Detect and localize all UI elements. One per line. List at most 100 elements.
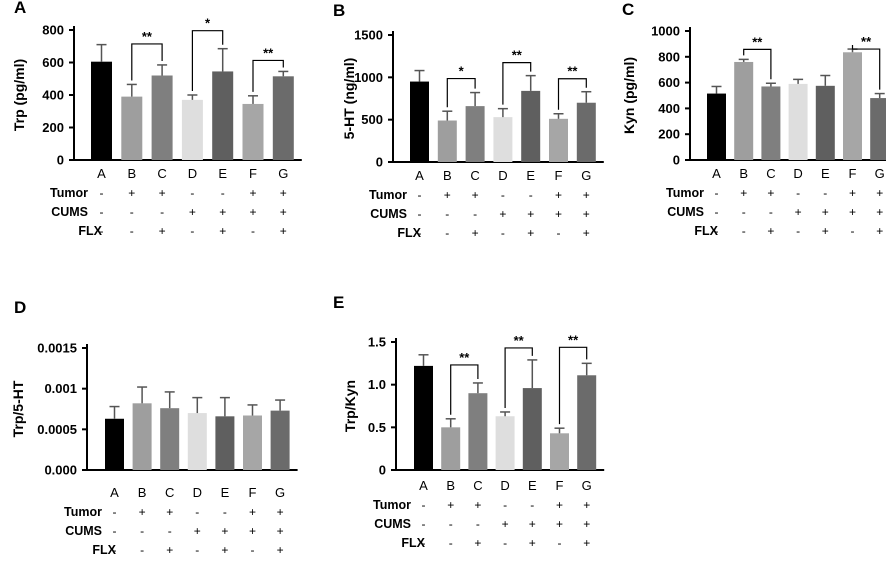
condition-sign: - (422, 498, 426, 512)
panel-d: D 0.000 0.0005 0.001 0.0015 Trp/5-HT A B C D E F G Tu… (10, 298, 298, 557)
significance-marker: ** (263, 45, 274, 60)
y-tick-label: 600 (42, 55, 64, 70)
condition-sign: - (418, 226, 422, 240)
category-label: A (712, 166, 721, 181)
condition-sign: + (474, 498, 481, 512)
significance-bracket (446, 77, 476, 108)
significance-bracket (252, 59, 284, 92)
condition-sign: + (795, 205, 802, 219)
condition-sign: + (221, 524, 228, 538)
condition-sign: - (221, 186, 225, 200)
condition-label-cums: CUMS (370, 207, 407, 221)
condition-sign: + (128, 186, 135, 200)
significance-bracket (504, 347, 533, 408)
bar-a (414, 365, 433, 470)
condition-sign: - (113, 524, 117, 538)
category-label: E (218, 166, 227, 181)
y-tick-label: 0 (57, 153, 64, 168)
condition-sign: + (529, 517, 536, 531)
condition-sign: - (445, 207, 449, 221)
category-label: E (528, 478, 537, 493)
bar-g (576, 102, 596, 162)
y-tick-label: 400 (42, 88, 64, 103)
category-label: F (249, 166, 257, 181)
significance-marker: * (205, 16, 211, 31)
condition-sign: + (849, 205, 856, 219)
y-tick-label: 200 (42, 120, 64, 135)
condition-label-flx: FLX (694, 224, 718, 238)
condition-sign: + (583, 188, 590, 202)
condition-sign: - (796, 224, 800, 238)
category-label: A (110, 485, 119, 500)
condition-sign: + (447, 498, 454, 512)
condition-sign: + (822, 205, 829, 219)
significance-marker: ** (459, 350, 470, 365)
condition-sign: - (823, 186, 827, 200)
condition-label-flx: FLX (78, 224, 102, 238)
bar-g (870, 98, 886, 160)
y-tick-label: 500 (361, 112, 383, 127)
condition-sign: + (159, 186, 166, 200)
category-label: F (556, 478, 564, 493)
significance-marker: ** (861, 34, 872, 49)
condition-sign: - (418, 188, 422, 202)
bar-e (215, 416, 235, 470)
y-tick-label: 400 (658, 101, 680, 116)
category-label: A (415, 168, 424, 183)
condition-sign: + (583, 207, 590, 221)
condition-sign: - (100, 205, 104, 219)
significance-marker: * (459, 64, 465, 79)
condition-sign: - (449, 536, 453, 550)
significance-bracket (191, 30, 224, 91)
condition-label-cums: CUMS (667, 205, 704, 219)
condition-sign: - (473, 207, 477, 221)
condition-sign: + (529, 536, 536, 550)
condition-sign: - (476, 517, 480, 531)
bar-c (151, 75, 173, 160)
condition-sign: + (499, 207, 506, 221)
condition-sign: - (529, 188, 533, 202)
category-label: E (821, 166, 830, 181)
condition-sign: - (100, 224, 104, 238)
category-label: G (875, 166, 885, 181)
category-label: D (500, 478, 509, 493)
condition-sign: - (195, 543, 199, 557)
bar-b (132, 403, 152, 470)
condition-sign: + (166, 505, 173, 519)
condition-sign: - (796, 186, 800, 200)
y-tick-label: 800 (658, 49, 680, 64)
condition-sign: - (715, 186, 719, 200)
condition-sign: - (251, 224, 255, 238)
y-tick-label: 1000 (354, 70, 383, 85)
condition-sign: - (742, 205, 746, 219)
condition-label-tumor: Tumor (64, 505, 102, 519)
condition-sign: - (140, 524, 144, 538)
category-label: E (221, 485, 230, 500)
category-label: C (157, 166, 166, 181)
condition-sign: + (249, 186, 256, 200)
bar-g (272, 76, 294, 160)
condition-sign: - (160, 205, 164, 219)
y-tick-label: 1.5 (368, 335, 386, 350)
y-tick-label: 0.0015 (37, 341, 77, 356)
condition-label-cums: CUMS (374, 517, 411, 531)
condition-sign: - (503, 498, 507, 512)
panel-letter: B (333, 1, 345, 20)
condition-sign: + (219, 224, 226, 238)
condition-sign: + (527, 207, 534, 221)
condition-sign: + (474, 536, 481, 550)
y-tick-label: 0 (376, 155, 383, 170)
significance-bracket (558, 346, 588, 425)
condition-sign: - (851, 224, 855, 238)
condition-sign: + (555, 188, 562, 202)
condition-sign: + (221, 543, 228, 557)
category-label: B (138, 485, 147, 500)
category-label: G (275, 485, 285, 500)
condition-label-tumor: Tumor (369, 188, 407, 202)
bar-f (843, 52, 862, 160)
category-label: G (278, 166, 288, 181)
condition-sign: + (822, 224, 829, 238)
